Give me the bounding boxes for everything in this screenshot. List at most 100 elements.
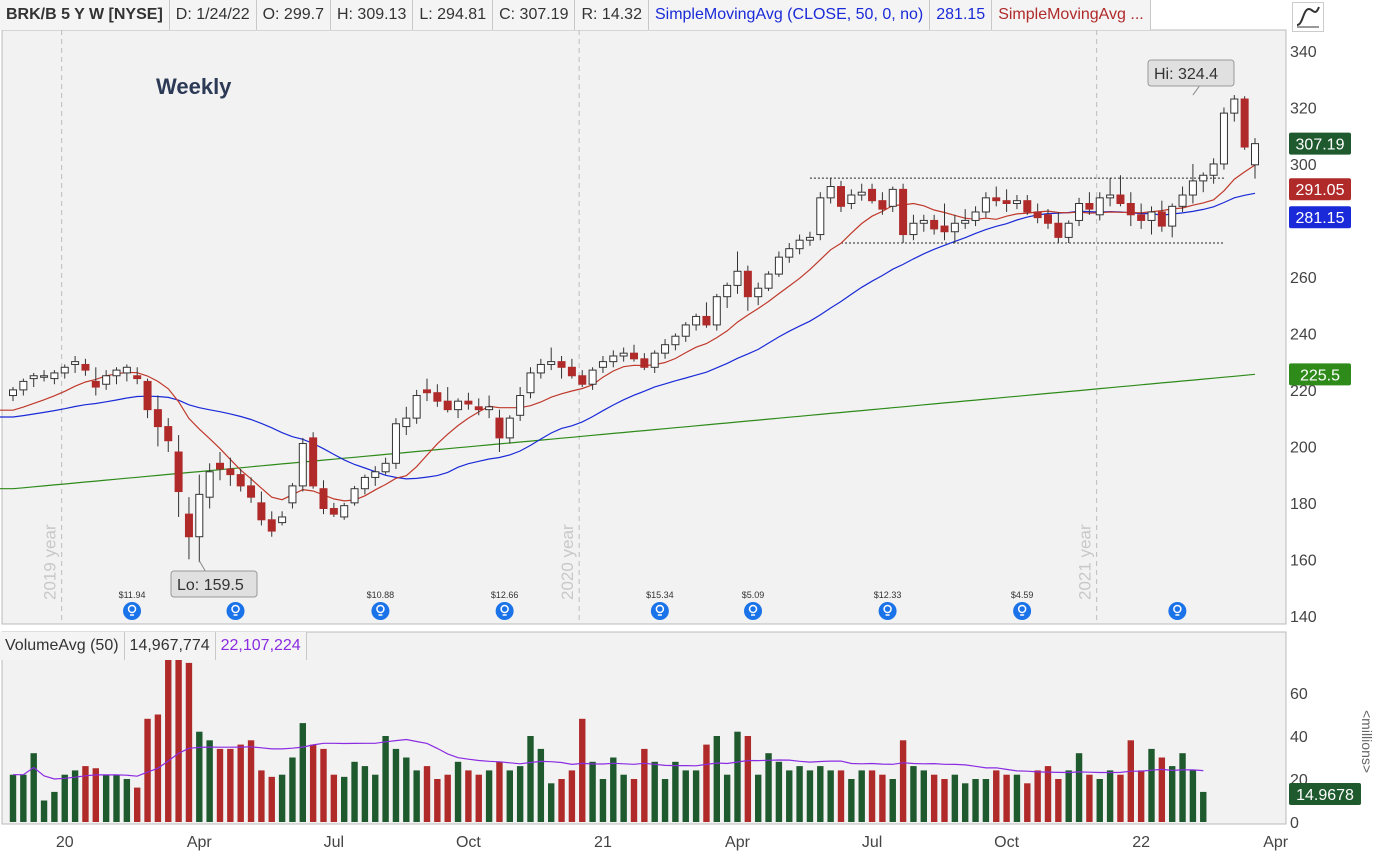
candle-down (567, 366, 576, 377)
volume-bar (175, 632, 182, 822)
candle-up (1199, 174, 1208, 182)
symbol-label[interactable]: BRK/B 5 Y W [NYSE] (0, 0, 170, 30)
price-tag-box (1289, 132, 1351, 155)
volume-bar (661, 779, 669, 822)
candle-up (1219, 112, 1228, 165)
volume-bar (320, 748, 327, 822)
volume-bar (330, 774, 338, 822)
volume-bar (1044, 766, 1052, 822)
volume-bar (651, 761, 658, 822)
candle-down (1240, 98, 1249, 148)
volume-bar (237, 744, 244, 822)
price-tick-label: 200 (1290, 439, 1317, 456)
candle-up (692, 315, 701, 326)
price-tick-label: 340 (1290, 44, 1317, 61)
candle-up (298, 443, 307, 487)
volume-bar (1034, 770, 1041, 822)
volume-bar (413, 770, 420, 822)
volume-bar (775, 761, 783, 822)
candle-down (443, 400, 452, 411)
price-tick-label: 220 (1290, 383, 1317, 400)
volume-bar (744, 736, 752, 822)
candle-up (712, 296, 721, 326)
volume-bar (1200, 791, 1207, 822)
volume-bar (1024, 783, 1031, 822)
year-marker-label: 2019 year (41, 524, 60, 600)
volume-bar (599, 779, 607, 822)
candle-down (91, 380, 100, 388)
price-tick-label: 320 (1290, 100, 1317, 117)
volume-bar (1055, 779, 1062, 822)
volume-bar (755, 774, 762, 822)
volume-bar (351, 761, 358, 822)
volume-bar (71, 770, 79, 822)
candle-up (360, 476, 369, 490)
earnings-bulb-icon-glass (1173, 604, 1182, 614)
candle-up (485, 406, 494, 411)
volume-bar (382, 736, 389, 822)
date-label: D: 1/24/22 (169, 0, 257, 30)
candle-down (247, 485, 256, 498)
sma-other-study-label[interactable]: SimpleMovingAvg ... (992, 0, 1151, 30)
price-tick-label: 140 (1290, 609, 1317, 626)
volume-bar (920, 770, 927, 822)
volume-bar (434, 779, 441, 822)
volume-value: 14,967,774 (124, 632, 216, 660)
volume-bar (972, 779, 979, 822)
low-callout-pointer (198, 560, 206, 572)
candle-up (1064, 222, 1073, 238)
volume-bar (82, 766, 89, 822)
dividend-label: $5.09 (742, 590, 765, 600)
candle-down (329, 507, 338, 515)
candle-up (847, 194, 856, 204)
candle-up (1230, 98, 1239, 114)
volume-bar (423, 766, 431, 822)
price-tag-box (1289, 178, 1351, 201)
candle-up (536, 363, 545, 374)
drawing-tool-button[interactable] (1292, 2, 1324, 32)
volume-bar (734, 731, 741, 822)
volume-bar (537, 748, 545, 822)
candle-up (526, 372, 535, 394)
low-callout-box (170, 570, 258, 598)
earnings-bulb-icon (1168, 602, 1187, 620)
candle-up (1168, 205, 1177, 227)
candle-up (1209, 163, 1218, 176)
candle-up (1147, 211, 1156, 221)
candle-down (309, 437, 318, 487)
candle-up (919, 219, 928, 224)
earnings-bulb-icon (650, 602, 669, 620)
volume-bar (465, 770, 472, 822)
candle-up (381, 462, 390, 473)
volume-bar (372, 774, 379, 822)
candle-up (971, 211, 980, 221)
candle-up (961, 219, 970, 224)
volume-bar (548, 783, 555, 822)
candle-down (174, 451, 183, 493)
sma50-study-label[interactable]: SimpleMovingAvg (CLOSE, 50, 0, no) (648, 0, 931, 30)
volume-bar (278, 774, 286, 822)
volume-bar (868, 770, 876, 822)
x-tick-label: 22 (1132, 834, 1150, 851)
volume-bar (144, 718, 151, 822)
volume-bar (113, 774, 120, 822)
volume-bar (1137, 770, 1145, 822)
candle-down (319, 488, 328, 509)
volume-bar (962, 783, 969, 822)
candle-up (454, 400, 463, 411)
candle-up (60, 366, 69, 374)
volume-header: VolumeAvg (50) 14,967,774 22,107,224 (0, 632, 307, 660)
candle-up (402, 417, 411, 428)
candle-down (153, 409, 162, 428)
candle-up (795, 239, 804, 250)
candle-up (754, 287, 763, 298)
volume-bar (227, 748, 234, 822)
candle-up (412, 395, 421, 419)
volume-study-label[interactable]: VolumeAvg (50) (0, 632, 125, 660)
volume-bar (1189, 770, 1197, 822)
candle-up (981, 197, 990, 213)
price-tag-label: 307.19 (1296, 137, 1345, 154)
x-tick-label: 20 (56, 834, 74, 851)
volume-tag-label: 14.9678 (1296, 787, 1354, 804)
